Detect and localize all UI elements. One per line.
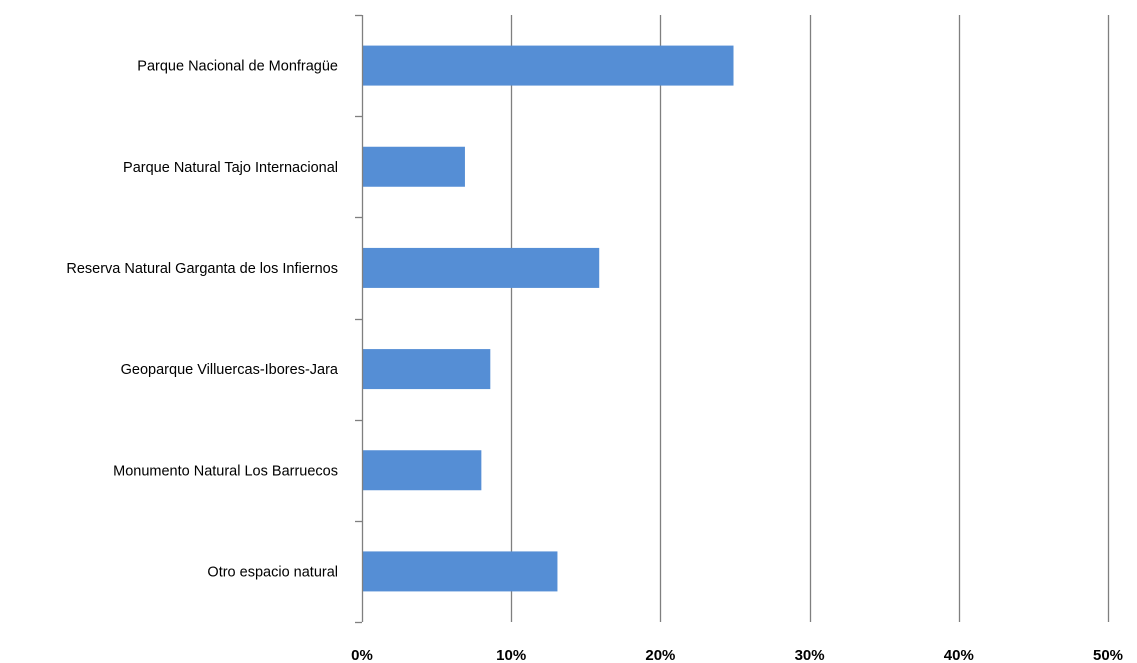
tick-labels: 0% 10% 20% 30% 40% 50% xyxy=(351,647,1123,663)
x-tick-label: 20% xyxy=(645,647,675,663)
x-tick-label: 40% xyxy=(944,647,974,663)
category-label: Monumento Natural Los Barruecos xyxy=(113,463,338,479)
x-tick-label: 10% xyxy=(496,647,526,663)
category-label: Otro espacio natural xyxy=(207,564,338,580)
bar xyxy=(362,247,600,288)
category-label: Geoparque Villuercas-Ibores-Jara xyxy=(121,362,339,378)
gridlines xyxy=(510,15,1110,622)
category-label: Parque Nacional de Monfragüe xyxy=(137,59,338,75)
x-tick-label: 0% xyxy=(351,647,373,663)
x-tick-label: 30% xyxy=(795,647,825,663)
bar xyxy=(362,146,465,187)
category-label: Parque Natural Tajo Internacional xyxy=(123,160,338,176)
category-axis xyxy=(355,14,364,624)
bar xyxy=(362,349,491,390)
bar xyxy=(362,551,558,592)
bar xyxy=(362,450,482,491)
category-labels: Parque Nacional de Monfragüe Parque Natur… xyxy=(66,59,339,581)
bars xyxy=(362,45,734,592)
bar xyxy=(362,45,734,86)
category-label: Reserva Natural Garganta de los Infierno… xyxy=(66,261,338,277)
x-tick-label: 50% xyxy=(1093,647,1123,663)
